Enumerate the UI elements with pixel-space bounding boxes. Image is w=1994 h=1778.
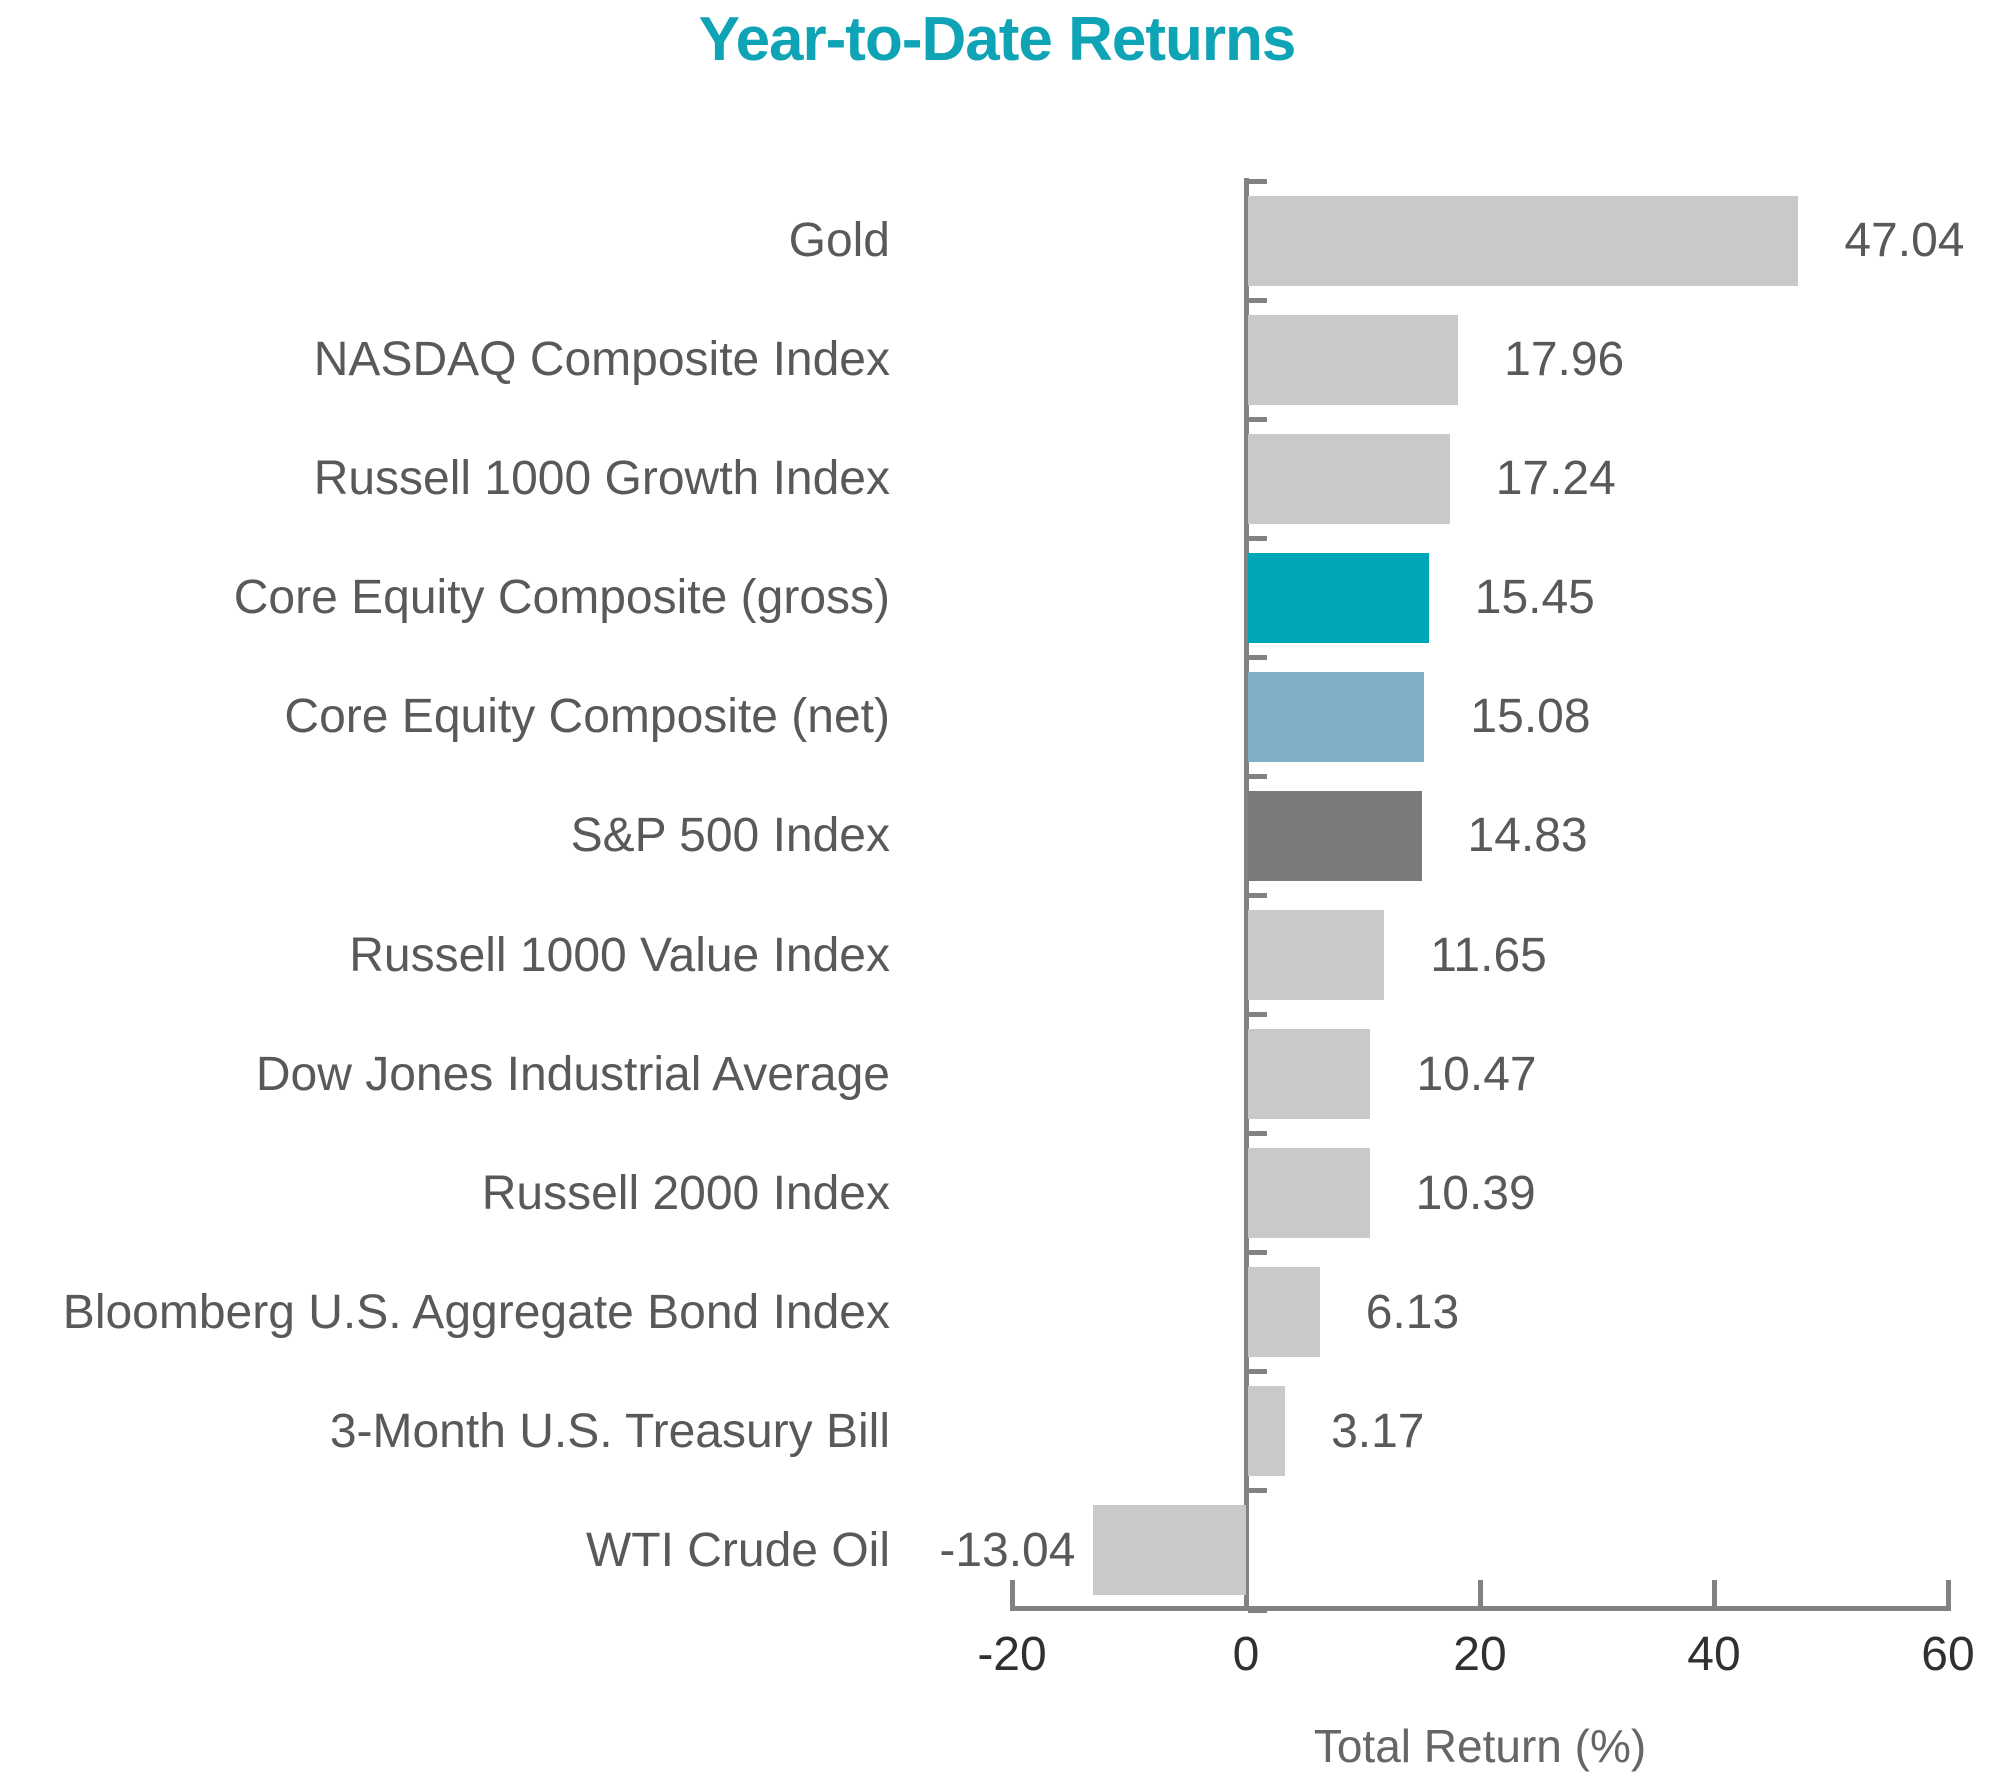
value-label: -13.04 [939, 1523, 1076, 1577]
bar [1248, 433, 1450, 524]
x-tick-label: 20 [1453, 1627, 1507, 1681]
x-tick-label: -20 [977, 1627, 1047, 1681]
y-axis-tick [1248, 535, 1267, 541]
bar [1248, 195, 1799, 286]
value-label: 6.13 [1365, 1285, 1460, 1339]
category-label: Dow Jones Industrial Average [255, 1047, 890, 1101]
y-axis-tick [1248, 297, 1267, 303]
y-axis-tick [1248, 1131, 1267, 1137]
y-axis-tick [1248, 1369, 1267, 1375]
y-axis-tick [1248, 893, 1267, 898]
y-axis-tick [1248, 416, 1267, 422]
category-label: Russell 1000 Growth Index [313, 452, 890, 506]
x-axis-tick [1243, 1580, 1249, 1606]
chart-title: Year-to-Date Returns [698, 5, 1297, 74]
value-label: 14.83 [1467, 809, 1588, 863]
bar [1248, 314, 1459, 405]
y-axis-line [1244, 178, 1249, 1610]
bar [1248, 552, 1429, 643]
value-label: 10.39 [1415, 1166, 1536, 1220]
category-label: Core Equity Composite (gross) [233, 571, 890, 625]
y-axis-tick [1248, 1250, 1267, 1256]
bar [1248, 671, 1425, 762]
category-label: Gold [788, 214, 890, 268]
bar [1248, 1386, 1286, 1477]
bar [1248, 790, 1422, 881]
bar [1248, 1267, 1320, 1358]
y-axis-tick [1248, 654, 1267, 660]
y-axis-tick [1248, 1488, 1267, 1494]
x-axis-tick [1711, 1580, 1717, 1606]
bar [1248, 1148, 1370, 1239]
category-label: Bloomberg U.S. Aggregate Bond Index [62, 1285, 890, 1339]
value-label: 15.45 [1474, 571, 1595, 625]
y-axis-tick [1248, 773, 1267, 779]
value-label: 3.17 [1331, 1404, 1425, 1458]
x-tick-label: 40 [1687, 1627, 1741, 1681]
category-label: WTI Crude Oil [585, 1523, 890, 1577]
bar [1093, 1505, 1246, 1596]
x-tick-label: 0 [1232, 1627, 1260, 1681]
x-axis-tick [1009, 1580, 1015, 1606]
x-axis-title: Total Return (%) [1313, 1720, 1647, 1772]
value-label: 10.47 [1416, 1047, 1537, 1101]
bar [1248, 910, 1385, 1001]
category-label: S&P 500 Index [570, 809, 890, 863]
category-label: 3-Month U.S. Treasury Bill [329, 1404, 890, 1458]
value-label: 47.04 [1844, 214, 1965, 268]
value-label: 15.08 [1470, 690, 1591, 744]
x-tick-label: 60 [1921, 1627, 1975, 1681]
value-label: 11.65 [1430, 928, 1547, 982]
x-axis-line [1010, 1606, 1951, 1611]
category-label: Russell 2000 Index [481, 1166, 890, 1220]
x-axis-tick [1945, 1580, 1951, 1606]
value-label: 17.96 [1504, 333, 1625, 387]
y-axis-tick [1248, 1012, 1267, 1018]
x-axis-tick [1477, 1580, 1483, 1606]
value-label: 17.24 [1495, 452, 1616, 506]
category-label: Russell 1000 Value Index [349, 928, 890, 982]
y-axis-tick [1248, 178, 1267, 184]
bar [1248, 1029, 1371, 1120]
category-label: Core Equity Composite (net) [284, 690, 890, 744]
category-label: NASDAQ Composite Index [313, 333, 890, 387]
